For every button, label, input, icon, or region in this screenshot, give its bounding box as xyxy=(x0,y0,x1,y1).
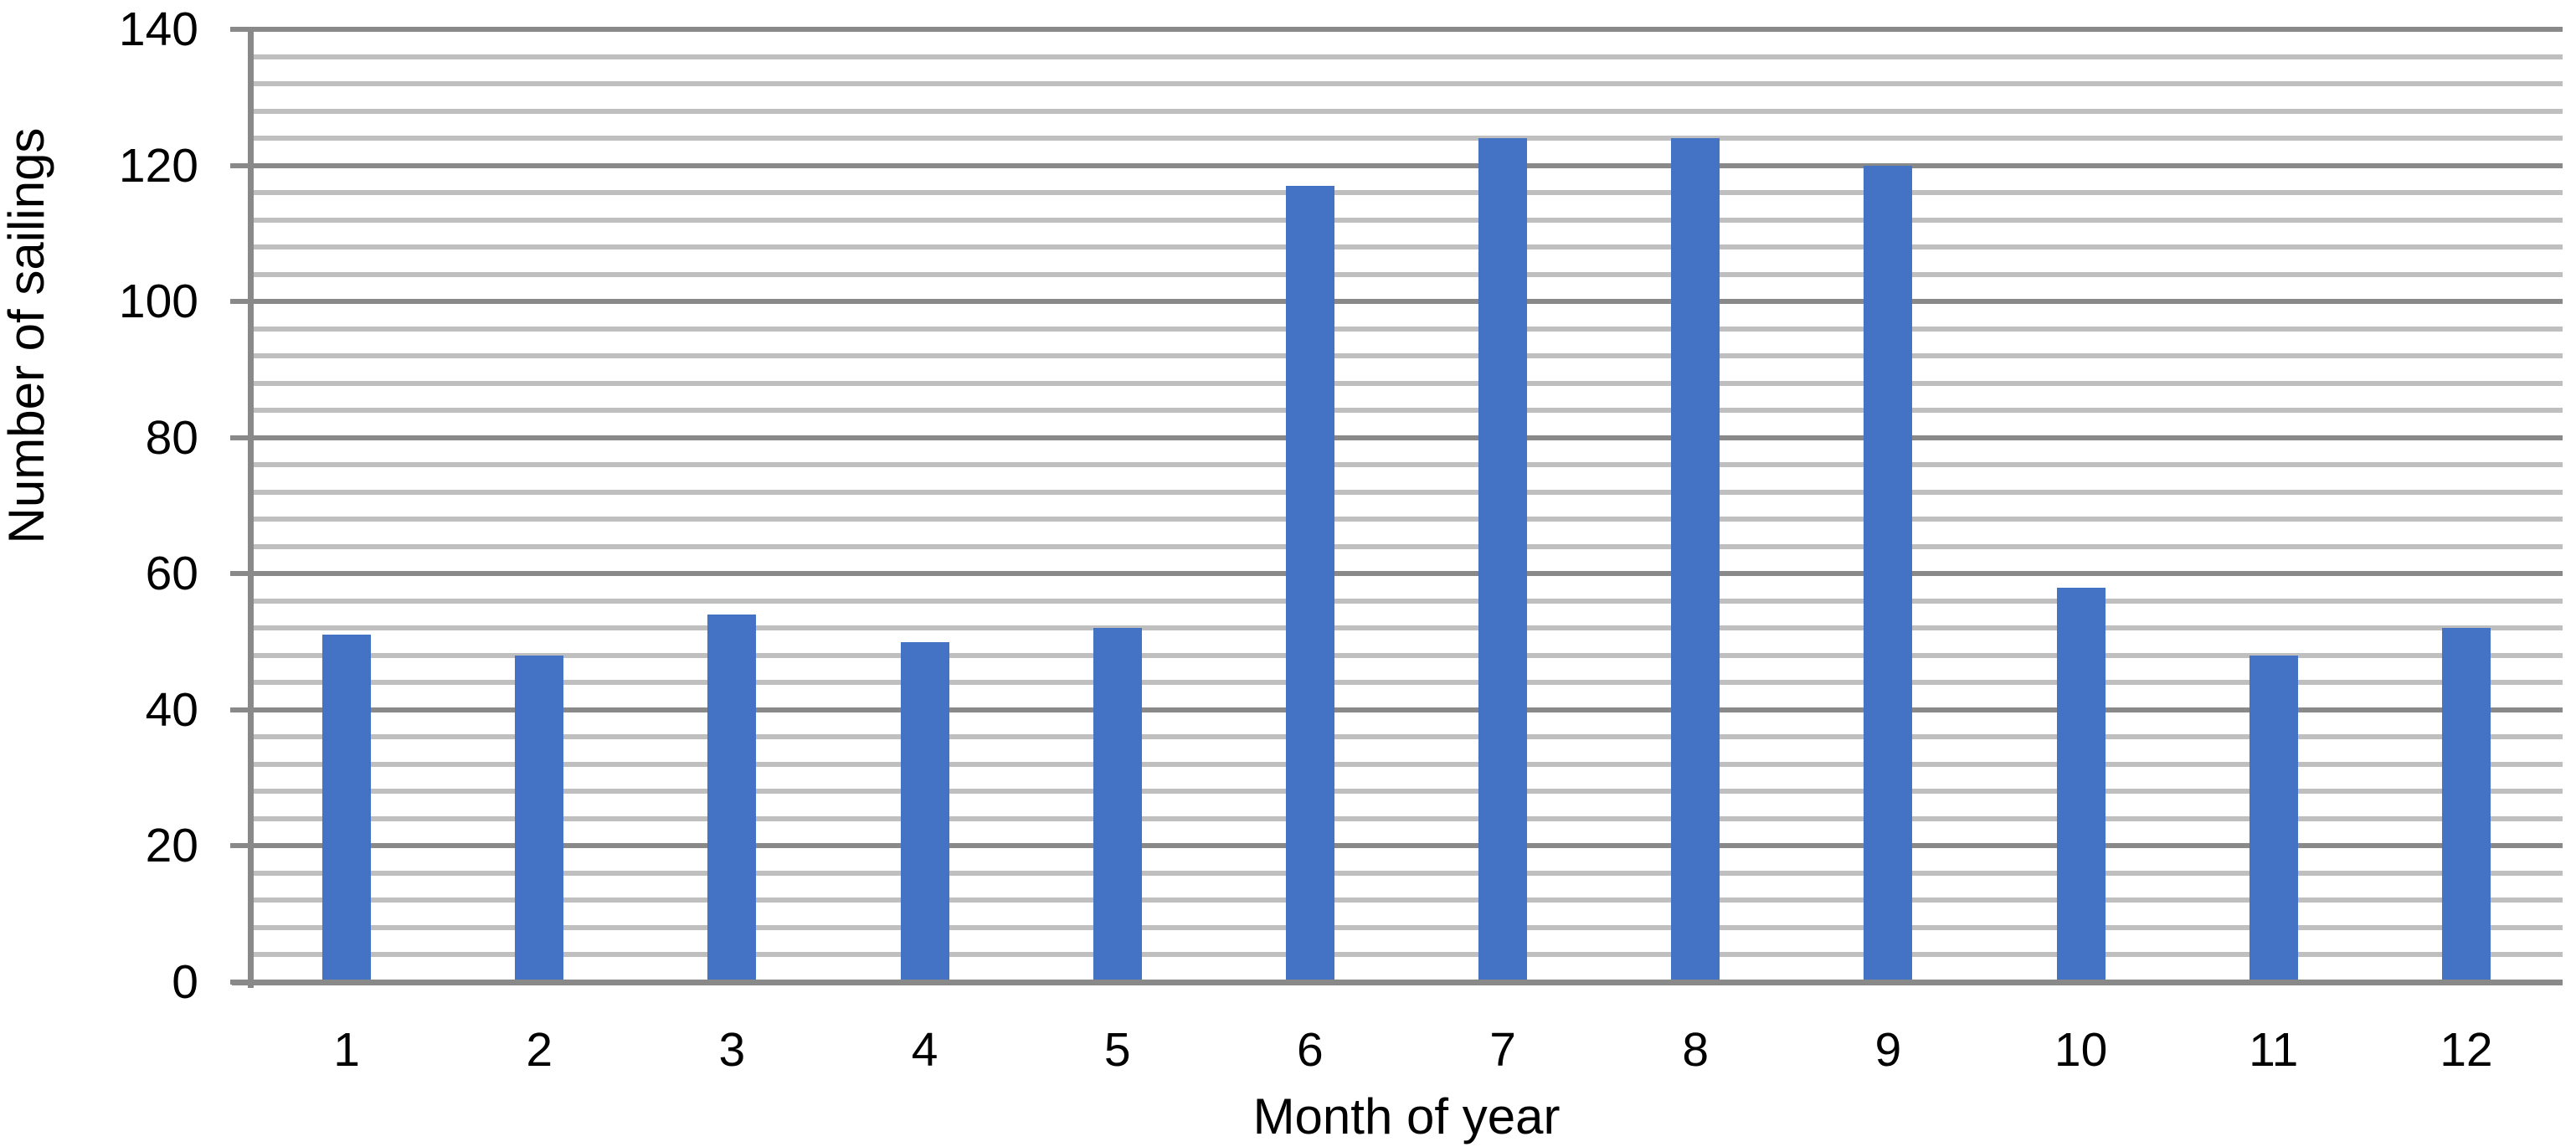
y-gridline-minor-44 xyxy=(250,680,2563,686)
x-tick-label-10: 10 xyxy=(2054,1023,2108,1077)
y-gridline-minor-92 xyxy=(250,353,2563,359)
y-gridline-minor-84 xyxy=(250,408,2563,414)
x-axis-line xyxy=(232,980,2563,985)
y-tick-label-140: 140 xyxy=(118,3,198,56)
y-tick-label-0: 0 xyxy=(172,955,198,1009)
y-gridline-minor-36 xyxy=(250,734,2563,740)
y-gridline-minor-12 xyxy=(250,898,2563,903)
bar-month-9 xyxy=(1864,165,1913,982)
y-gridline-minor-16 xyxy=(250,870,2563,876)
y-axis-line xyxy=(248,29,254,988)
bar-month-10 xyxy=(2056,587,2106,982)
y-gridline-minor-68 xyxy=(250,517,2563,522)
y-axis-tick-40 xyxy=(230,707,252,712)
x-tick-label-9: 9 xyxy=(1874,1023,1902,1077)
bar-month-4 xyxy=(900,641,949,982)
y-gridline-minor-24 xyxy=(250,815,2563,821)
y-gridline-minor-132 xyxy=(250,81,2563,87)
y-axis-tick-20 xyxy=(230,843,252,849)
y-gridline-major-140 xyxy=(250,27,2563,32)
y-axis-tick-120 xyxy=(230,162,252,168)
y-gridline-minor-76 xyxy=(250,462,2563,468)
y-axis-tick-140 xyxy=(230,27,252,32)
y-gridline-minor-72 xyxy=(250,489,2563,495)
x-tick-label-6: 6 xyxy=(1297,1023,1324,1077)
y-gridline-minor-52 xyxy=(250,625,2563,631)
y-gridline-minor-136 xyxy=(250,54,2563,59)
x-tick-label-5: 5 xyxy=(1103,1023,1131,1077)
y-gridline-minor-128 xyxy=(250,108,2563,114)
y-tick-label-80: 80 xyxy=(145,410,198,465)
x-tick-label-4: 4 xyxy=(911,1023,938,1077)
y-gridline-minor-112 xyxy=(250,217,2563,223)
y-tick-label-100: 100 xyxy=(118,275,198,329)
y-gridline-minor-28 xyxy=(250,789,2563,795)
x-tick-label-7: 7 xyxy=(1489,1023,1516,1077)
bar-month-11 xyxy=(2249,655,2298,982)
bar-month-8 xyxy=(1671,138,1720,982)
y-gridline-major-60 xyxy=(250,571,2563,577)
x-axis-title: Month of year xyxy=(1252,1088,1561,1144)
x-tick-label-11: 11 xyxy=(2249,1023,2299,1077)
x-tick-label-3: 3 xyxy=(718,1023,746,1077)
y-tick-label-20: 20 xyxy=(145,819,198,873)
y-gridline-minor-32 xyxy=(250,761,2563,767)
y-gridline-minor-116 xyxy=(250,190,2563,196)
y-gridline-minor-88 xyxy=(250,380,2563,386)
x-tick-label-2: 2 xyxy=(526,1023,553,1077)
y-gridline-minor-48 xyxy=(250,652,2563,658)
bar-month-1 xyxy=(322,635,372,982)
bar-month-7 xyxy=(1478,138,1528,982)
y-gridline-major-20 xyxy=(250,843,2563,849)
y-gridline-minor-56 xyxy=(250,598,2563,604)
y-axis-tick-60 xyxy=(230,571,252,577)
x-tick-label-12: 12 xyxy=(2440,1023,2493,1077)
x-tick-label-1: 1 xyxy=(333,1023,360,1077)
bar-month-6 xyxy=(1285,185,1334,982)
y-axis-tick-100 xyxy=(230,299,252,305)
y-gridline-minor-104 xyxy=(250,271,2563,277)
bar-month-2 xyxy=(515,655,564,982)
y-gridline-minor-124 xyxy=(250,136,2563,141)
y-tick-label-60: 60 xyxy=(145,547,198,601)
y-tick-label-120: 120 xyxy=(118,138,198,193)
y-gridline-minor-4 xyxy=(250,952,2563,958)
y-gridline-minor-64 xyxy=(250,543,2563,549)
y-gridline-minor-108 xyxy=(250,244,2563,250)
y-gridline-major-80 xyxy=(250,435,2563,440)
y-gridline-major-40 xyxy=(250,707,2563,712)
y-gridline-major-100 xyxy=(250,299,2563,305)
y-gridline-major-120 xyxy=(250,162,2563,168)
bar-month-3 xyxy=(707,615,757,982)
y-tick-label-40: 40 xyxy=(145,682,198,737)
y-gridline-minor-96 xyxy=(250,326,2563,332)
y-axis-tick-80 xyxy=(230,435,252,440)
y-gridline-minor-8 xyxy=(250,924,2563,930)
bar-month-12 xyxy=(2441,628,2491,982)
x-tick-label-8: 8 xyxy=(1682,1023,1710,1077)
bar-month-5 xyxy=(1093,628,1142,982)
